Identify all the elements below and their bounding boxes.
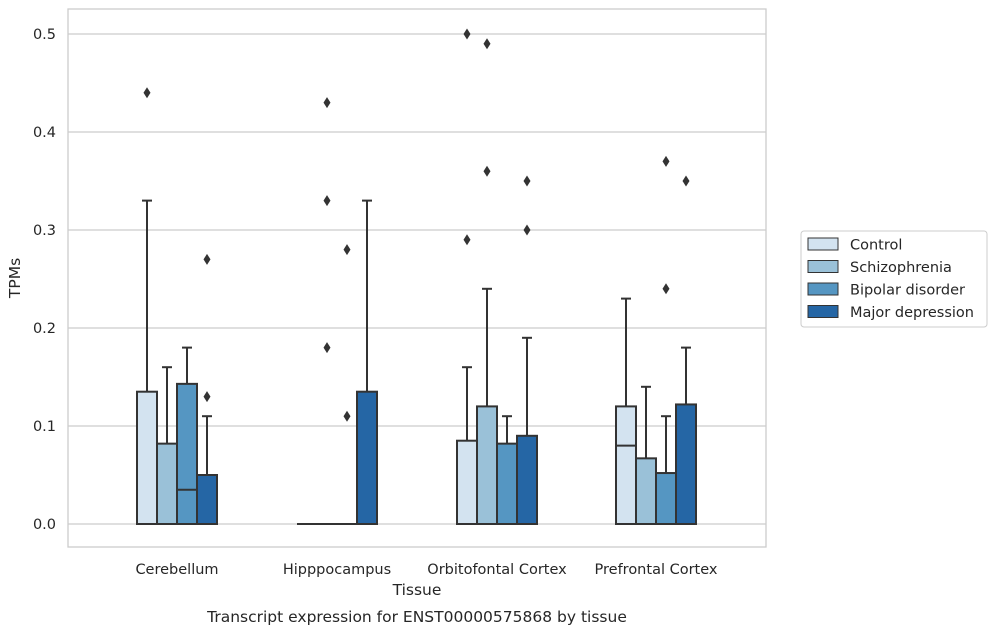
chart-caption: Transcript expression for ENST0000057586… bbox=[206, 608, 627, 626]
outlier-point bbox=[203, 391, 211, 403]
y-axis-ticks: 0.0 0.1 0.2 0.3 0.4 0.5 bbox=[33, 27, 56, 533]
outlier-point bbox=[662, 155, 670, 167]
legend-label: Bipolar disorder bbox=[850, 283, 965, 299]
x-tick-label: Prefrontal Cortex bbox=[595, 562, 718, 578]
outlier-point bbox=[203, 253, 211, 265]
legend-swatch bbox=[807, 237, 839, 251]
y-tick-label: 0.0 bbox=[33, 517, 56, 533]
plot-frame bbox=[67, 8, 767, 548]
box bbox=[156, 442, 178, 526]
y-tick-label: 0.3 bbox=[33, 223, 56, 239]
box bbox=[476, 405, 498, 525]
x-tick-label: Hipppocampus bbox=[283, 562, 391, 578]
legend-swatch bbox=[807, 282, 839, 296]
x-axis-label: Tissue bbox=[392, 581, 442, 599]
outlier-point bbox=[463, 234, 471, 246]
outlier-point bbox=[483, 165, 491, 177]
outlier-point bbox=[323, 195, 331, 207]
outlier-point bbox=[323, 97, 331, 109]
plot-marks bbox=[136, 28, 697, 526]
legend-swatch bbox=[807, 260, 839, 273]
y-axis-label: TPMs bbox=[6, 258, 24, 299]
box bbox=[675, 403, 697, 525]
box bbox=[655, 472, 677, 526]
box bbox=[496, 442, 518, 526]
outlier-point bbox=[463, 28, 471, 40]
box bbox=[176, 382, 198, 525]
box bbox=[615, 405, 637, 525]
box bbox=[456, 439, 478, 526]
legend-swatch bbox=[807, 305, 839, 318]
outlier-point bbox=[682, 175, 690, 187]
x-tick-label: Orbitofontal Cortex bbox=[427, 562, 567, 578]
box bbox=[196, 474, 218, 525]
y-tick-label: 0.5 bbox=[33, 27, 56, 43]
outlier-point bbox=[343, 244, 351, 256]
x-axis-ticks: Cerebellum Hipppocampus Orbitofontal Corte… bbox=[135, 562, 717, 578]
y-tick-label: 0.1 bbox=[33, 419, 56, 435]
y-tick-label: 0.2 bbox=[33, 321, 56, 337]
x-tick-label: Cerebellum bbox=[135, 562, 218, 578]
legend: Control Schizophrenia Bipolar disorder Majo… bbox=[800, 230, 988, 328]
legend-label: Major depression bbox=[850, 305, 974, 321]
y-tick-label: 0.4 bbox=[33, 125, 56, 141]
outlier-point bbox=[143, 87, 151, 99]
outlier-point bbox=[483, 38, 491, 50]
outlier-point bbox=[343, 410, 351, 422]
box bbox=[136, 390, 158, 526]
box bbox=[635, 457, 657, 525]
legend-label: Control bbox=[850, 238, 902, 254]
outlier-point bbox=[323, 342, 331, 354]
box bbox=[516, 434, 538, 525]
legend-label: Schizophrenia bbox=[850, 260, 952, 276]
outlier-point bbox=[662, 283, 670, 295]
box bbox=[356, 390, 378, 526]
legend-frame bbox=[800, 230, 988, 328]
outlier-point bbox=[523, 224, 531, 236]
outlier-point bbox=[523, 175, 531, 187]
